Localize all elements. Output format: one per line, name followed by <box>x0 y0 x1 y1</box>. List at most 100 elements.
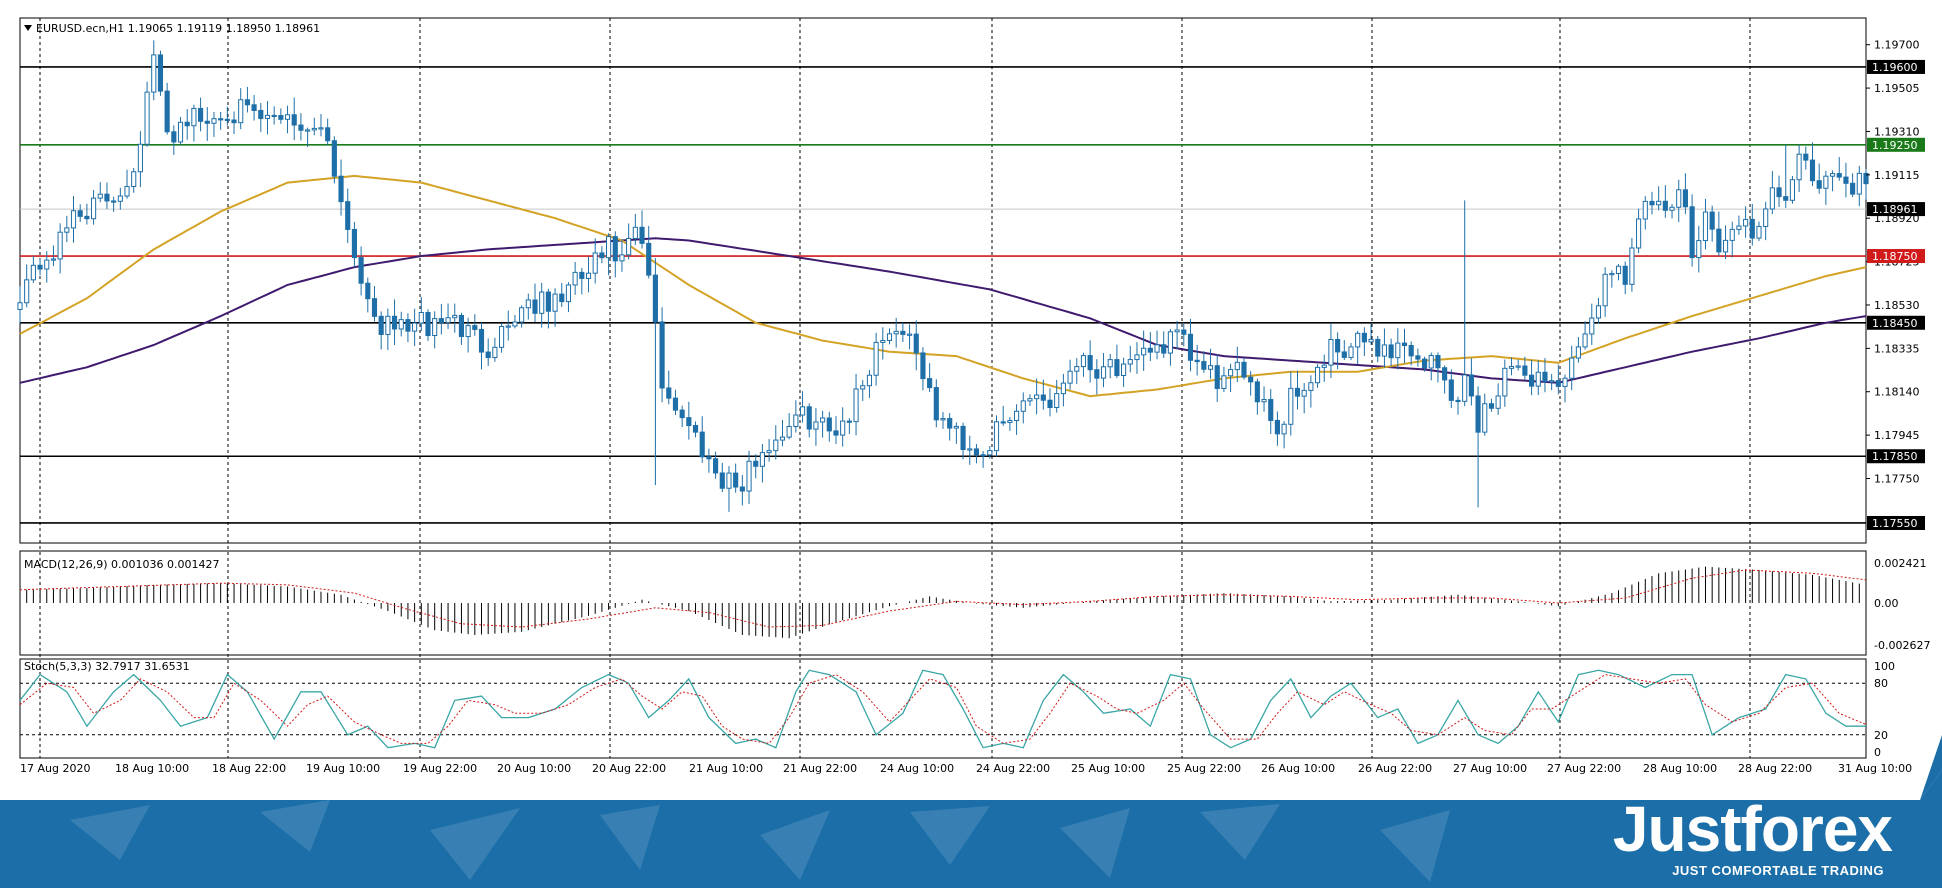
candle-body <box>1154 344 1160 353</box>
time-axis-label: 31 Aug 10:00 <box>1838 762 1912 775</box>
candle-body <box>866 374 873 387</box>
candle-body <box>1569 357 1575 379</box>
candle-body <box>171 131 177 143</box>
price-tick-label: 1.19505 <box>1874 82 1920 95</box>
candle-body <box>231 119 237 124</box>
candle-body <box>1248 376 1254 383</box>
candle-body <box>967 448 973 451</box>
candle-body <box>599 252 605 259</box>
candle-body <box>305 129 311 132</box>
candle-body <box>993 421 1000 452</box>
candle-body <box>1288 387 1294 425</box>
candle-body <box>1428 354 1434 369</box>
candle-body <box>746 460 752 492</box>
candle-body <box>947 418 953 429</box>
candle-body <box>1261 398 1267 403</box>
candle-body <box>1381 344 1388 357</box>
candle-body <box>218 118 224 121</box>
time-axis-label: 28 Aug 22:00 <box>1738 762 1812 775</box>
candle-body <box>833 430 839 436</box>
candle-body <box>1007 419 1013 423</box>
candlesticks <box>17 40 1869 512</box>
candle-body <box>1535 371 1541 387</box>
stoch-panel-frame <box>19 658 1867 759</box>
candle-body <box>860 385 866 390</box>
footer-decor-shard <box>1380 810 1450 882</box>
candle-body <box>1562 377 1568 387</box>
candle-body <box>1281 423 1287 435</box>
candle-body <box>713 458 719 474</box>
candle-body <box>592 252 598 274</box>
candle-body <box>1829 173 1836 177</box>
candle-body <box>1234 361 1240 371</box>
candle-body <box>1696 240 1702 259</box>
candle-body <box>452 314 458 319</box>
candle-body <box>659 321 665 389</box>
candle-body <box>1669 206 1675 211</box>
candle-body <box>238 99 244 124</box>
candle-body <box>799 406 806 416</box>
candle-body <box>692 425 699 433</box>
candle-body <box>980 454 986 457</box>
symbol-header: EURUSD.ecn,H1 1.19065 1.19119 1.18950 1.… <box>36 22 320 35</box>
candle-body <box>258 109 264 119</box>
candle-body <box>1100 366 1107 379</box>
candle-body <box>639 226 645 244</box>
current-price-tag-text: 1.18961 <box>1872 203 1918 216</box>
candle-body <box>1047 399 1053 409</box>
candle-body <box>1602 273 1608 307</box>
stoch-tick-label: 20 <box>1874 729 1888 742</box>
candle-body <box>338 175 344 203</box>
candle-body <box>1054 393 1060 409</box>
time-axis-label: 20 Aug 10:00 <box>497 762 571 775</box>
candle-body <box>1836 173 1842 178</box>
candle-body <box>64 227 70 233</box>
candle-body <box>840 420 846 436</box>
candle-body <box>813 421 819 430</box>
candle-body <box>1201 361 1207 370</box>
candle-body <box>1749 218 1755 239</box>
candle-body <box>679 409 685 419</box>
candle-body <box>1656 200 1662 206</box>
stoch-label: Stoch(5,3,3) 32.7917 31.6531 <box>24 660 190 673</box>
candle-body <box>1114 359 1120 376</box>
candle-body <box>1013 410 1020 421</box>
candle-body <box>626 237 632 256</box>
candle-body <box>137 143 143 173</box>
candle-body <box>1662 200 1668 211</box>
candle-body <box>1582 333 1588 348</box>
candle-body <box>1522 365 1528 376</box>
candle-body <box>1636 218 1642 249</box>
candle-body <box>672 397 679 411</box>
footer-decor-shard <box>260 800 330 852</box>
level-price-tag-text: 1.19250 <box>1872 139 1918 152</box>
price-tick-label: 1.18335 <box>1874 342 1920 355</box>
candle-body <box>1395 342 1401 359</box>
macd-panel <box>19 566 1867 639</box>
candle-body <box>1702 211 1709 242</box>
candle-body <box>111 200 117 203</box>
candle-body <box>157 54 164 92</box>
candle-body <box>953 425 959 429</box>
candle-body <box>445 317 451 323</box>
candle-body <box>1040 394 1046 401</box>
candle-body <box>1442 367 1448 381</box>
time-axis-label: 27 Aug 22:00 <box>1547 762 1621 775</box>
candle-body <box>1689 206 1695 259</box>
candle-body <box>1294 387 1301 397</box>
macd-tick-label: 0.002421 <box>1874 557 1927 570</box>
candle-body <box>1348 346 1354 358</box>
candle-body <box>1408 345 1414 357</box>
candle-body <box>104 193 110 202</box>
candle-body <box>880 339 886 343</box>
candle-body <box>933 387 939 421</box>
candle-body <box>1763 208 1769 227</box>
candle-body <box>893 330 899 335</box>
brand-logo: Justforex <box>1612 793 1893 865</box>
level-price-tag-text: 1.17850 <box>1872 450 1918 463</box>
candle-body <box>612 236 618 262</box>
macd-label: MACD(12,26,9) 0.001036 0.001427 <box>24 558 220 571</box>
candle-body <box>84 215 90 220</box>
candle-body <box>579 271 585 279</box>
candle-body <box>325 127 331 142</box>
